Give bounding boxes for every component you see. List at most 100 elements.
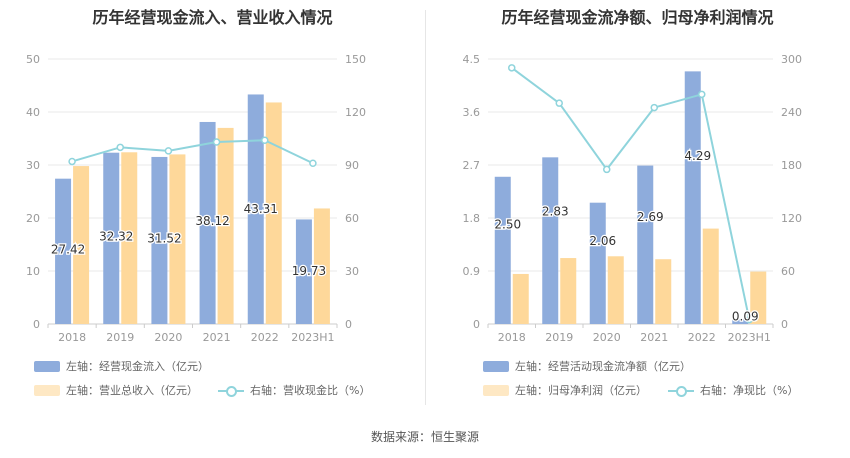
bar-data-label: 2.50 bbox=[494, 217, 521, 231]
left-axis-tick-label: 0 bbox=[33, 318, 40, 331]
cash-inflow-revenue-chart: 0 10 20 30 40 50 0 30 60 90 120 150 2018 2019 2020 2021… bbox=[26, 53, 366, 344]
bar-primary bbox=[55, 178, 72, 324]
bar-primary bbox=[295, 219, 312, 324]
x-axis-tick-label: 2019 bbox=[106, 331, 134, 344]
right-axis-tick-label: 90 bbox=[345, 159, 359, 172]
bar-data-label: 43.31 bbox=[244, 202, 278, 216]
ratio-point bbox=[164, 147, 173, 155]
left-axis-tick-label: 0.9 bbox=[463, 265, 481, 278]
legend-swatch bbox=[34, 384, 60, 396]
left-axis-tick-label: 1.8 bbox=[463, 212, 481, 225]
legend-label: 左轴：经营现金流入（亿元） bbox=[66, 360, 209, 373]
left-axis-tick-label: 20 bbox=[26, 212, 40, 225]
legend-line-swatch bbox=[218, 385, 244, 397]
bar-secondary bbox=[169, 154, 186, 324]
data-source: 数据来源：恒生聚源 bbox=[370, 430, 479, 444]
left-axis-tick-label: 0 bbox=[473, 318, 480, 331]
right-axis-tick-label: 150 bbox=[345, 53, 366, 66]
left-axis-tick-label: 4.5 bbox=[463, 53, 481, 66]
bar-data-label: 2.83 bbox=[542, 205, 569, 219]
x-axis-tick-label: 2021 bbox=[640, 331, 668, 344]
bar-data-label: 2.69 bbox=[637, 210, 664, 224]
bar-data-label: 19.73 bbox=[292, 264, 326, 278]
bar-secondary bbox=[121, 152, 138, 324]
x-axis-tick-label: 2023H1 bbox=[728, 331, 771, 344]
legend-swatch bbox=[483, 360, 509, 372]
bar-primary bbox=[247, 94, 264, 324]
x-axis-tick-label: 2021 bbox=[203, 331, 231, 344]
ratio-point bbox=[650, 103, 658, 112]
x-axis-tick-label: 2022 bbox=[251, 331, 279, 344]
legend-item-cash-inflow[interactable]: 左轴：经营现金流入（亿元） bbox=[34, 358, 209, 374]
left-axis-tick-label: 30 bbox=[26, 159, 40, 172]
x-axis-tick-label: 2020 bbox=[593, 331, 621, 344]
ratio-point bbox=[212, 138, 221, 146]
bar-data-label: 2.06 bbox=[589, 234, 616, 248]
x-axis-tick-label: 2023H1 bbox=[291, 331, 334, 344]
chart-title: 历年经营现金流入、营业收入情况 bbox=[92, 8, 333, 27]
legend-label: 左轴：归母净利润（亿元） bbox=[515, 384, 647, 397]
net-cash-profit-panel: 历年经营现金流净额、归母净利润情况 0 0.9 1.8 2.7 3.6 4.5 0 60 120… bbox=[425, 0, 850, 410]
legend-label: 左轴：营业总收入（亿元） bbox=[66, 384, 198, 397]
ratio-point bbox=[309, 159, 317, 167]
bar-data-label: 0.09 bbox=[732, 310, 759, 324]
bar-data-label: 38.12 bbox=[195, 214, 229, 228]
bar-primary bbox=[151, 156, 168, 324]
bar-secondary bbox=[265, 102, 282, 325]
legend-label: 左轴：经营活动现金流净额（亿元） bbox=[515, 360, 691, 373]
bar-primary bbox=[684, 71, 701, 324]
bar-secondary bbox=[750, 271, 767, 324]
bar-data-label: 4.29 bbox=[684, 149, 711, 163]
right-axis-tick-label: 120 bbox=[345, 106, 366, 119]
legend-item-net-cash-ratio[interactable]: 右轴：净现比（%） bbox=[668, 382, 798, 398]
x-axis-tick-label: 2022 bbox=[688, 331, 716, 344]
net-cash-profit-chart: 0 0.9 1.8 2.7 3.6 4.5 0 60 120 180 240 300 2018 2019 2… bbox=[463, 53, 803, 344]
bar-primary bbox=[199, 121, 216, 325]
bar-secondary bbox=[313, 208, 330, 324]
legend-swatch bbox=[483, 384, 509, 396]
legend-line-swatch bbox=[668, 385, 694, 397]
left-axis-tick-label: 10 bbox=[26, 265, 40, 278]
legend-item-net-operating-cash[interactable]: 左轴：经营活动现金流净额（亿元） bbox=[483, 358, 691, 374]
right-axis-tick-label: 0 bbox=[781, 318, 788, 331]
legend-label: 右轴：营收现金比（%） bbox=[250, 384, 371, 397]
bar-secondary bbox=[73, 166, 90, 324]
legend-swatch bbox=[34, 360, 60, 372]
bar-primary bbox=[542, 157, 559, 324]
legend-item-net-profit[interactable]: 左轴：归母净利润（亿元） bbox=[483, 382, 647, 398]
chart-title: 历年经营现金流净额、归母净利润情况 bbox=[501, 8, 774, 27]
legend-item-revenue[interactable]: 左轴：营业总收入（亿元） bbox=[34, 382, 198, 398]
x-axis-tick-label: 2018 bbox=[58, 331, 86, 344]
bar-primary bbox=[494, 176, 511, 324]
right-axis-tick-label: 60 bbox=[345, 212, 359, 225]
bar-secondary bbox=[512, 273, 529, 324]
bar-primary bbox=[637, 165, 654, 324]
bar-primary bbox=[103, 152, 120, 324]
x-axis-tick-label: 2020 bbox=[154, 331, 182, 344]
bar-secondary bbox=[607, 256, 624, 324]
bar-secondary bbox=[702, 228, 719, 324]
ratio-point bbox=[261, 136, 269, 145]
x-axis-tick-label: 2019 bbox=[545, 331, 573, 344]
ratio-line bbox=[511, 67, 751, 320]
right-axis-tick-label: 120 bbox=[781, 212, 802, 225]
legend-label: 右轴：净现比（%） bbox=[700, 384, 799, 397]
bar-secondary bbox=[655, 259, 672, 324]
ratio-point bbox=[603, 165, 611, 174]
ratio-point bbox=[698, 90, 706, 99]
ratio-point bbox=[555, 99, 563, 107]
legend-item-revenue-cash-ratio[interactable]: 右轴：营收现金比（%） bbox=[218, 382, 370, 398]
left-axis-tick-label: 3.6 bbox=[463, 106, 481, 119]
bar-secondary bbox=[217, 127, 234, 325]
right-axis-tick-label: 0 bbox=[345, 318, 352, 331]
left-axis-tick-label: 2.7 bbox=[463, 159, 481, 172]
right-axis-tick-label: 60 bbox=[781, 265, 795, 278]
left-axis-tick-label: 40 bbox=[26, 106, 40, 119]
right-axis-tick-label: 240 bbox=[781, 106, 802, 119]
bar-data-label: 27.42 bbox=[51, 242, 85, 256]
bar-data-label: 31.52 bbox=[147, 231, 181, 245]
bar-primary bbox=[589, 202, 606, 324]
ratio-line bbox=[71, 139, 314, 165]
right-axis-tick-label: 30 bbox=[345, 265, 359, 278]
right-axis-tick-label: 180 bbox=[781, 159, 802, 172]
